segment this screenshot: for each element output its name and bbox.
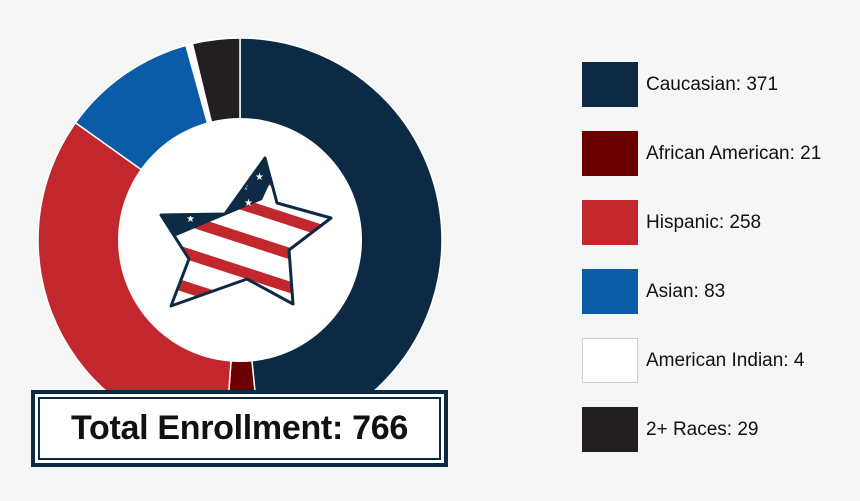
- svg-text:★: ★: [244, 198, 253, 209]
- enrollment-donut-chart: ★ ★ ★ ★ ★ ★: [37, 37, 443, 443]
- legend-label: Hispanic: 258: [646, 211, 762, 233]
- legend-item-hispanic: Hispanic: 258: [582, 200, 761, 245]
- legend-label: African American: 21: [646, 142, 822, 164]
- legend-item-asian: Asian: 83: [582, 269, 725, 314]
- legend-swatch: [582, 62, 638, 107]
- legend-item-american-indian: American Indian: 4: [582, 338, 804, 383]
- legend-label: American Indian: 4: [646, 349, 805, 371]
- svg-text:★: ★: [255, 172, 264, 183]
- legend-swatch: [582, 200, 638, 245]
- legend-swatch: [582, 338, 638, 383]
- legend-swatch: [582, 407, 638, 452]
- total-enrollment-box: Total Enrollment: 766: [31, 390, 448, 467]
- legend-item-2-plus-races: 2+ Races: 29: [582, 407, 759, 452]
- svg-text:★: ★: [186, 214, 195, 225]
- legend-label: 2+ Races: 29: [646, 418, 759, 440]
- legend-swatch: [582, 269, 638, 314]
- total-enrollment-label: Total Enrollment: 766: [71, 409, 408, 447]
- legend-label: Asian: 83: [646, 280, 726, 302]
- legend-swatch: [582, 131, 638, 176]
- legend-item-african-american: African American: 21: [582, 131, 821, 176]
- legend-label: Caucasian: 371: [646, 73, 779, 95]
- legend-item-caucasian: Caucasian: 371: [582, 62, 778, 107]
